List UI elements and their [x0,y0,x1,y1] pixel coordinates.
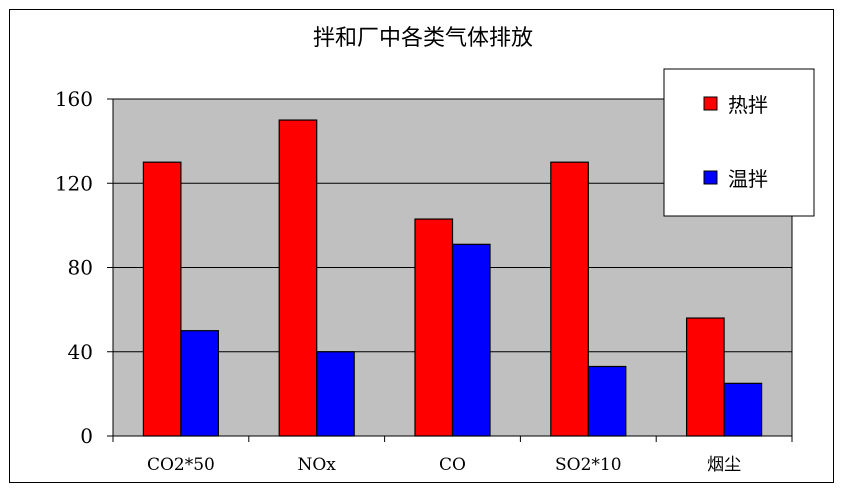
y-tick-label: 40 [68,340,93,364]
x-tick-label: 烟尘 [707,455,741,475]
x-tick-label: NOx [297,455,336,475]
y-tick-label: 120 [55,171,93,195]
legend-swatch [703,96,718,111]
bar-series1 [414,218,454,437]
bar-series1 [142,161,182,437]
legend-swatch [703,170,718,185]
y-tick-label: 0 [80,424,93,448]
y-tick-label: 80 [68,256,93,280]
bar-series1 [685,317,725,437]
y-axis: 0 40 80 120 160 [55,87,114,448]
legend-label: 热拌 [728,93,768,117]
legend-label: 温拌 [728,167,768,191]
x-tick-label: CO [439,455,466,475]
bar-series2 [587,365,627,437]
bar-series1 [278,119,318,437]
legend-box [663,68,815,217]
x-axis: CO2*50 NOx CO SO2*10 烟尘 [112,435,793,475]
bars [142,119,763,437]
x-tick-label: CO2*50 [147,455,215,475]
bar-series2 [451,243,491,437]
bar-series2 [316,351,355,437]
x-tick-label: SO2*10 [555,455,622,475]
bar-series1 [550,161,589,437]
bar-series2 [723,382,763,437]
y-tick-label: 160 [55,87,93,111]
bar-series2 [180,330,219,437]
chart-title: 拌和厂中各类气体排放 [313,26,533,51]
